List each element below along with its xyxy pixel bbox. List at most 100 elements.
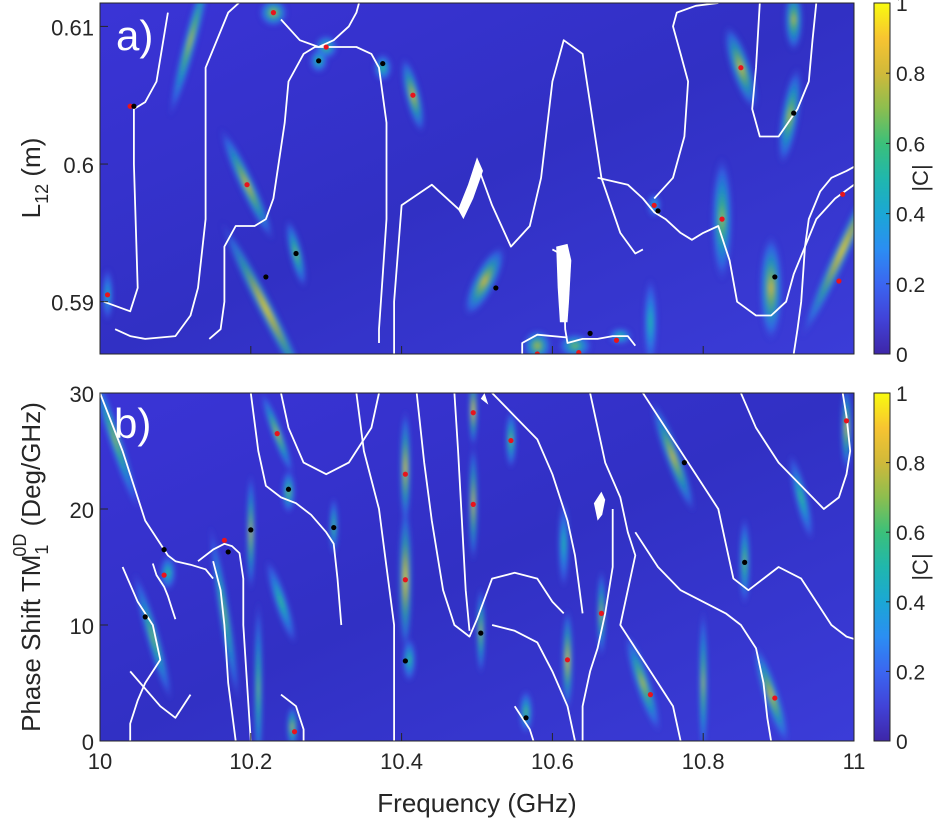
zero-contour-line <box>597 176 854 317</box>
contour-blob <box>556 243 572 323</box>
hotspot <box>840 393 853 474</box>
heatmap-layer <box>100 3 854 354</box>
x-axis-label: Frequency (GHz) <box>377 788 576 818</box>
hotspot <box>286 704 299 741</box>
plot-area-a <box>100 3 854 354</box>
panel-a: 0.59 0.6 0.61 a) L12 (m) 0 0.2 0.4 0.6 0.8 1 |C… <box>16 0 933 367</box>
colorbar-tick-label: 0.8 <box>896 453 925 476</box>
contour-blob <box>593 491 606 521</box>
hotspot <box>463 245 506 317</box>
hotspot <box>557 498 570 590</box>
zero-contour-line <box>521 333 568 354</box>
zero-contour-line <box>751 3 818 138</box>
marker-red <box>402 471 408 477</box>
marker-red <box>843 418 850 424</box>
hotspot <box>100 393 140 512</box>
colorbar-tick-label: 1 <box>896 383 908 406</box>
axes-box-b <box>99 392 855 742</box>
zero-contour-line <box>792 166 854 354</box>
marker-black <box>742 559 748 565</box>
hotspot <box>518 689 534 735</box>
marker-red <box>534 351 540 354</box>
hotspot <box>752 644 790 741</box>
zero-contour-line <box>653 3 719 200</box>
hotspot <box>650 400 696 514</box>
marker-black <box>402 658 408 664</box>
hotspot <box>209 524 240 703</box>
zero-contour-line <box>513 705 535 741</box>
contour-blob <box>458 157 483 220</box>
hotspot <box>399 408 412 529</box>
marker-black <box>655 208 661 214</box>
y-tick-label: 0.61 <box>51 15 94 40</box>
colorbar-label-b: |C| <box>908 553 933 580</box>
hotspot <box>265 558 297 645</box>
marker-black <box>142 614 148 620</box>
zero-contour-line <box>208 46 388 343</box>
hotspot <box>401 637 417 683</box>
colorbar-tick-label: 0 <box>896 731 908 754</box>
marker-red <box>410 92 416 98</box>
zero-contour-line <box>491 624 576 741</box>
y-tick-label: 30 <box>70 382 94 407</box>
colorbar-tick-label: 0.4 <box>896 592 926 615</box>
marker-black <box>225 549 231 555</box>
hotspot <box>468 393 479 449</box>
marker-black <box>248 527 254 533</box>
marker-red <box>127 103 133 109</box>
colorbar-tick-label: 0.6 <box>896 522 925 545</box>
contour-blob <box>480 393 489 405</box>
marker-red <box>576 350 582 354</box>
y-axis-label-b: Phase Shift TM10D (Deg/GHz) <box>10 402 52 732</box>
zero-contour-line <box>197 542 252 741</box>
marker-red <box>402 577 408 583</box>
axes-box-a <box>99 2 855 355</box>
marker-black <box>285 486 292 492</box>
marker-red <box>613 337 620 343</box>
colorbar-tick-label: 0.2 <box>896 661 925 684</box>
y-tick-label: 0.59 <box>51 291 94 316</box>
marker-red <box>221 537 228 543</box>
zero-contour-line <box>740 393 852 510</box>
marker-red <box>651 202 657 208</box>
zero-contour-line <box>581 509 614 741</box>
hotspot <box>253 598 264 741</box>
heatmap-layer <box>100 393 854 741</box>
hotspot <box>784 3 804 52</box>
marker-red <box>244 182 250 188</box>
x-tick-label: 10.2 <box>229 749 272 774</box>
zero-contour-line <box>129 670 192 719</box>
marker-black <box>478 630 484 636</box>
marker-red <box>323 44 329 50</box>
marker-red <box>738 65 744 71</box>
marker-black <box>681 460 687 466</box>
marker-red <box>564 657 571 663</box>
zero-contour-line <box>280 3 360 48</box>
marker-red <box>274 431 280 437</box>
zero-contour-line <box>212 560 237 741</box>
colorbar-tick-label: 0.2 <box>896 274 925 297</box>
marker-red <box>291 729 298 735</box>
hotspot <box>168 3 213 119</box>
hotspot <box>220 220 312 354</box>
colorbar-a: 0 0.2 0.4 0.6 0.8 1 <box>873 0 926 367</box>
hotspot <box>159 554 177 591</box>
marker-black <box>380 60 386 67</box>
marker-red <box>772 695 778 701</box>
zero-contour-line <box>589 393 682 741</box>
marker-black <box>772 274 778 280</box>
zero-contour-line <box>103 12 169 313</box>
marker-red <box>508 437 514 444</box>
heatmap-background <box>100 393 854 741</box>
hotspot <box>777 66 803 166</box>
colorbar-tick-label: 0.4 <box>896 204 926 227</box>
zero-contour-line <box>249 393 343 626</box>
marker-black <box>293 250 299 257</box>
x-tick-label: 10.8 <box>682 749 725 774</box>
hotspot <box>800 159 854 339</box>
zero-contour-line <box>642 393 854 640</box>
hotspot <box>758 234 784 342</box>
